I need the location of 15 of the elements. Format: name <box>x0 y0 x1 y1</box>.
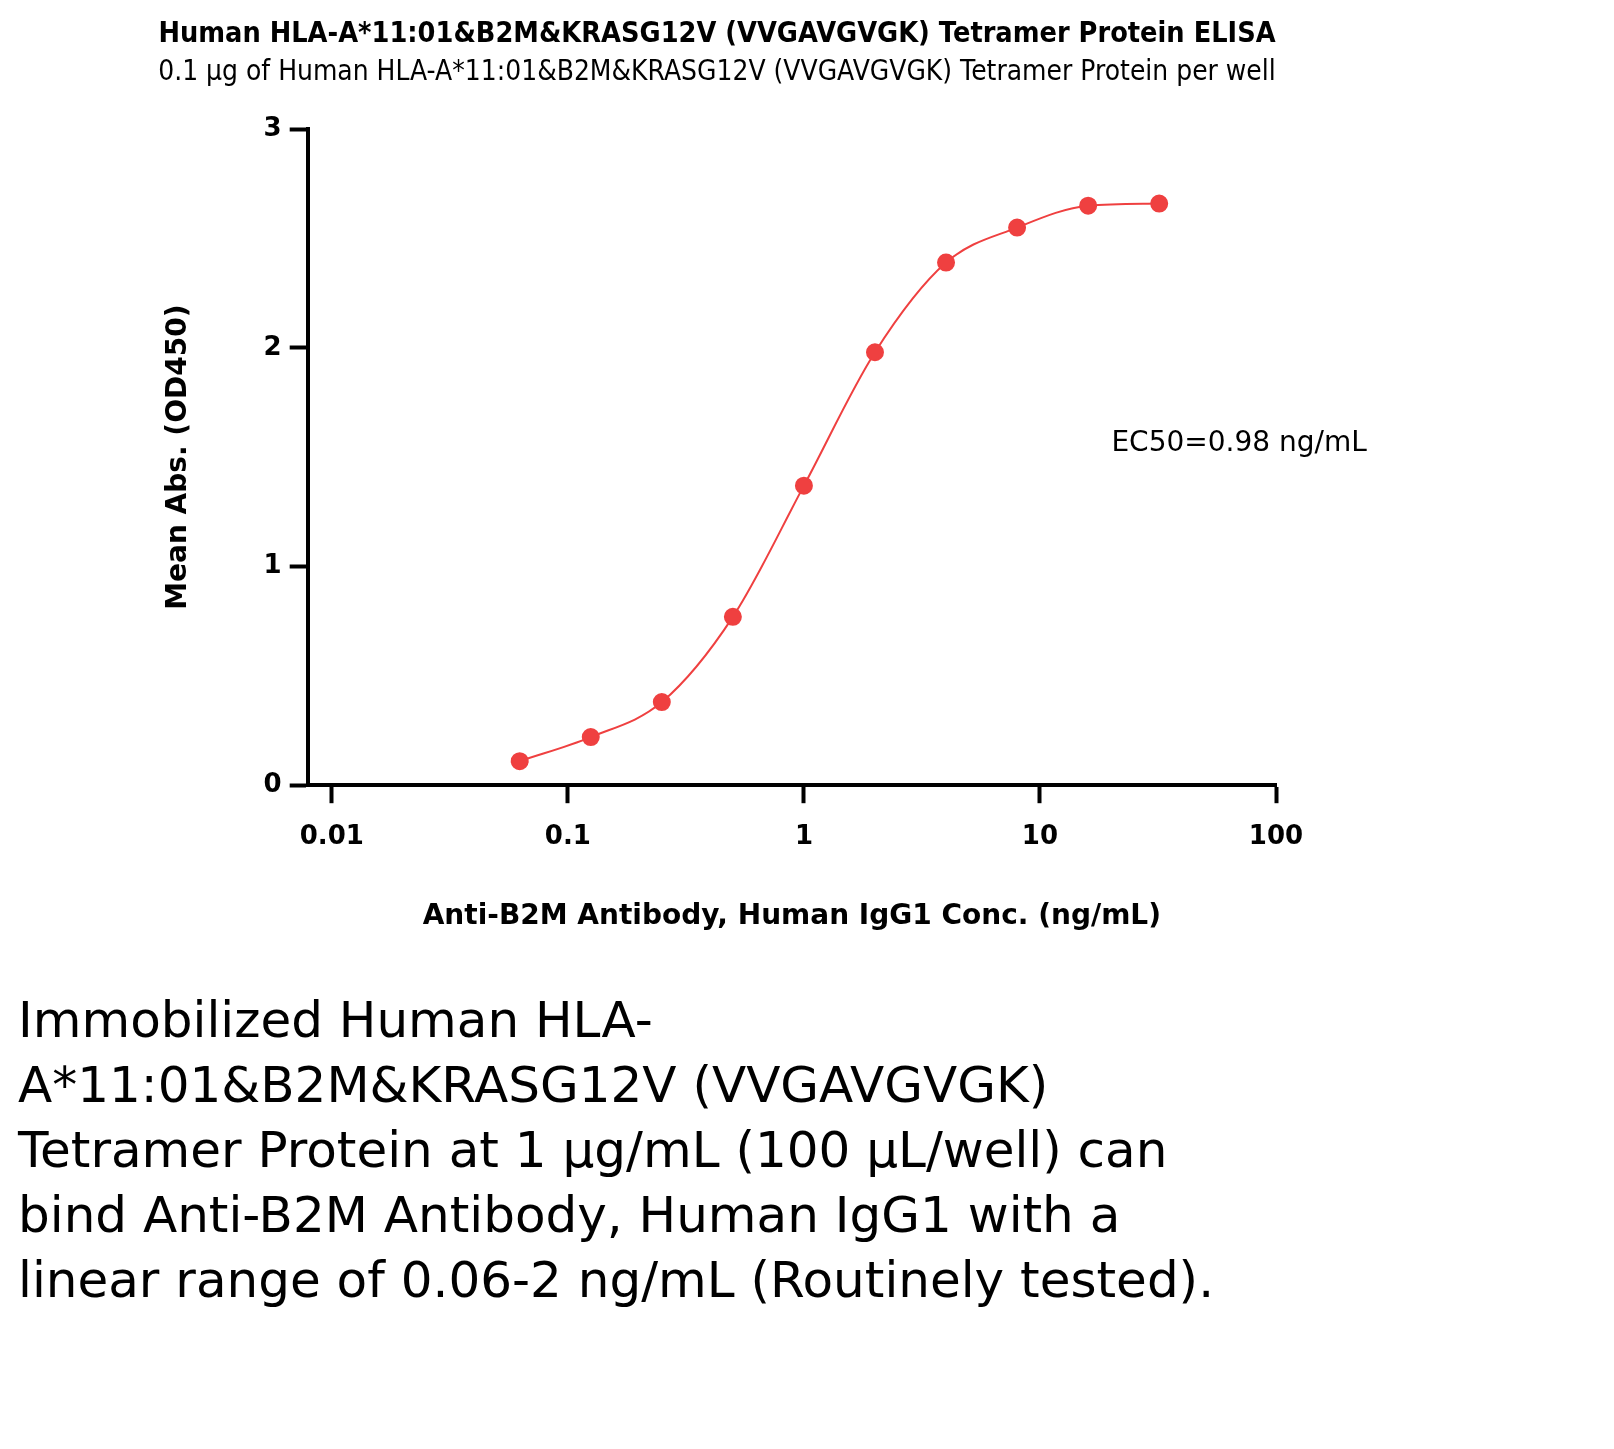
y-tick-label: 1 <box>263 549 282 580</box>
x-tick-label: 1 <box>794 819 813 850</box>
x-tick-label: 0.1 <box>544 819 591 850</box>
y-axis-title: Mean Abs. (OD450) <box>160 304 194 610</box>
x-tick-label: 0.01 <box>299 819 364 850</box>
y-tick-label: 0 <box>263 767 282 798</box>
text: Immobilized Human HLA-A*11:01&B2M&KRASG12V (VVGAVGVGK) Tetramer Protein at 1 μg/mL (100 μL/well) can bind Anti-B2M Antibody, Human IgG1 with a linear range of 0.06-2 ng/mL (Routinely tested). <box>18 990 1216 1311</box>
chart-subtitle: 0.1 μg of Human HLA-A*11:01&B2M&KRASG12V (VVGAVGVGK) Tetramer Protein per well <box>158 53 1276 86</box>
x-tick-label: 10 <box>1021 819 1059 850</box>
chart-title: Human HLA-A*11:01&B2M&KRASG12V (VVGAVGVGK) Tetramer Protein ELISA <box>158 16 1276 49</box>
annotation: EC50=0.98 ng/mL <box>1111 425 1368 459</box>
y-tick-label: 3 <box>263 111 282 142</box>
x-axis-title: Anti-B2M Antibody, Human IgG1 Conc. (ng/mL) <box>422 898 1162 932</box>
x-tick-label: 100 <box>1248 819 1304 850</box>
y-tick-label: 2 <box>263 330 282 361</box>
